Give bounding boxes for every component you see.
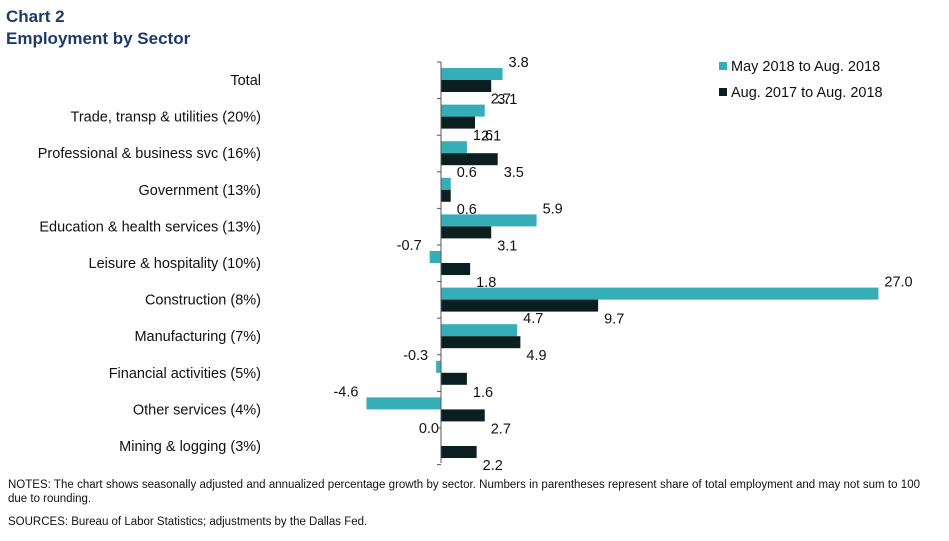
bar-aug-2017-aug-2018 [441, 299, 599, 312]
legend-swatch [719, 88, 727, 96]
data-label: 1.6 [473, 385, 493, 401]
bar-aug-2017-aug-2018 [441, 372, 467, 385]
data-label: 2.7 [491, 421, 511, 437]
bar-may-aug-2018 [441, 141, 467, 154]
data-label: -0.3 [403, 348, 428, 364]
category-label: Government (13%) [139, 183, 262, 199]
data-label: 4.9 [526, 348, 546, 364]
category-label: Construction (8%) [145, 293, 261, 309]
bar-may-aug-2018 [441, 177, 451, 190]
data-label: 1.8 [476, 275, 496, 291]
bar-aug-2017-aug-2018 [441, 80, 492, 92]
category-label: Mining & logging (3%) [119, 439, 261, 455]
data-label: 3.1 [497, 238, 517, 254]
bar-aug-2017-aug-2018 [441, 446, 477, 458]
category-label: Leisure & hospitality (10%) [89, 256, 261, 272]
category-label: Financial activities (5%) [109, 366, 261, 382]
bar-may-aug-2018 [441, 214, 537, 227]
category-label: Professional & business svc (16%) [38, 146, 261, 162]
data-label: 3.1 [497, 92, 517, 108]
category-label: Trade, transp & utilities (20%) [71, 110, 261, 126]
bar-may-aug-2018 [366, 397, 441, 410]
data-label: 27.0 [884, 275, 912, 291]
data-label: 3.8 [509, 55, 529, 71]
data-label: 5.9 [543, 201, 563, 217]
category-label: Manufacturing (7%) [134, 329, 261, 345]
data-label: 9.7 [604, 312, 624, 328]
bar-aug-2017-aug-2018 [441, 116, 476, 129]
bar-chart: Total Trade, transp & utilities (20%) Prof… [38, 55, 913, 470]
legend-label: Aug. 2017 to Aug. 2018 [731, 85, 883, 101]
chart-number: Chart 2 [6, 7, 65, 26]
bar-may-aug-2018 [441, 324, 518, 337]
bar-may-aug-2018 [441, 68, 503, 80]
data-label: -0.7 [397, 238, 422, 254]
data-label: 2.2 [483, 458, 503, 470]
legend-label: May 2018 to Aug. 2018 [731, 59, 880, 75]
data-label: 4.7 [523, 311, 543, 327]
data-label: 0.6 [457, 165, 477, 181]
bar-may-aug-2018 [429, 251, 441, 263]
data-label: 3.5 [504, 165, 524, 181]
category-label: Total [230, 73, 261, 89]
bar-may-aug-2018 [441, 104, 485, 117]
legend-swatch [719, 62, 727, 70]
bar-aug-2017-aug-2018 [441, 189, 451, 202]
bar-aug-2017-aug-2018 [441, 409, 485, 422]
chart-sources: SOURCES: Bureau of Labor Statistics; adj… [8, 516, 368, 528]
bar-aug-2017-aug-2018 [441, 226, 492, 239]
bar-may-aug-2018 [441, 287, 879, 300]
data-label: -4.6 [333, 384, 358, 400]
chart-notes: NOTES: The chart shows seasonally adjust… [8, 479, 920, 505]
data-label: 1.6 [473, 128, 493, 144]
data-label: 0.6 [457, 202, 477, 218]
bar-may-aug-2018 [436, 360, 441, 373]
data-label: 2.7 [491, 92, 511, 108]
bar-aug-2017-aug-2018 [441, 336, 521, 349]
chart-title: Chart 2 Employment by Sector [6, 6, 190, 50]
data-label: 0.0 [419, 421, 439, 437]
data-label: 2.1 [481, 129, 501, 145]
category-label: Education & health services (13%) [39, 219, 261, 235]
bar-aug-2017-aug-2018 [441, 263, 471, 275]
chart-name: Employment by Sector [6, 29, 191, 48]
category-label: Other services (4%) [133, 402, 261, 418]
bar-aug-2017-aug-2018 [441, 153, 498, 166]
